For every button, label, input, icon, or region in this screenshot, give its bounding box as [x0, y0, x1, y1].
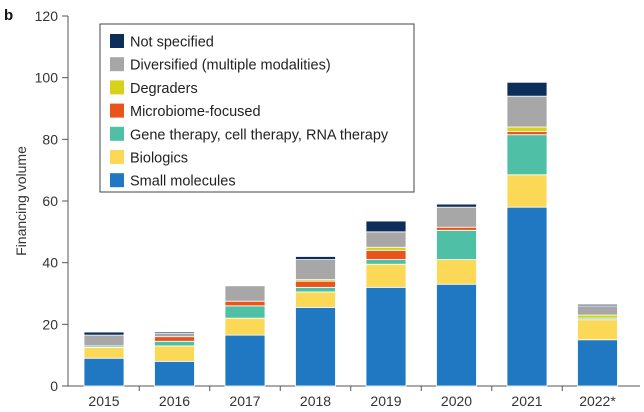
- bar-stack-2020: [436, 203, 477, 387]
- bar-segment: [506, 206, 548, 387]
- x-tick-label: 2022*: [579, 393, 616, 409]
- bar-segment: [83, 334, 125, 347]
- bar-segment: [436, 206, 477, 228]
- legend-label: Biologics: [130, 151, 188, 167]
- bar-segment: [365, 246, 407, 251]
- bar-segment: [365, 220, 407, 233]
- legend: Not specified Diversified (multiple modal…: [99, 23, 415, 193]
- y-tick-label: 60: [42, 193, 58, 209]
- y-tick-label: 40: [42, 255, 58, 271]
- legend-label: Microbiome-focused: [130, 104, 261, 120]
- bar-segment: [436, 259, 477, 285]
- bar-segment: [506, 95, 548, 128]
- bar-segment: [506, 126, 548, 133]
- bar-segment: [436, 229, 477, 260]
- x-tick-label: 2020: [441, 393, 472, 409]
- bar-stack-2017: [224, 285, 266, 387]
- bar-segment: [295, 291, 336, 308]
- bar-segment: [83, 347, 125, 359]
- bar-segment: [154, 333, 195, 338]
- bar-segment: [224, 317, 266, 336]
- bar-segment: [295, 286, 336, 293]
- x-tick-label: 2016: [159, 393, 190, 409]
- bar-segment: [295, 256, 336, 260]
- bar-segment: [224, 300, 266, 307]
- bar-segment: [224, 305, 266, 319]
- bar-segment: [365, 259, 407, 265]
- bar-segment: [295, 259, 336, 281]
- y-tick-label: 80: [42, 131, 58, 147]
- legend-swatch: [110, 34, 124, 48]
- legend-swatch: [110, 57, 124, 72]
- bar-segment: [506, 81, 548, 97]
- legend-swatch: [110, 150, 124, 164]
- y-tick-label: 20: [42, 316, 58, 332]
- legend-swatch: [110, 126, 124, 141]
- y-tick-label: 100: [35, 70, 59, 86]
- x-tick-label: 2018: [300, 393, 331, 409]
- x-tick-label: 2019: [370, 393, 401, 409]
- bar-segment: [365, 231, 407, 248]
- bar-stack-2016: [154, 331, 195, 387]
- bar-segment: [365, 263, 407, 288]
- y-tick-label: 120: [35, 8, 59, 24]
- bar-segment: [224, 334, 266, 387]
- bar-segment: [506, 134, 548, 176]
- bar-segment: [577, 314, 618, 319]
- bar-segment: [154, 360, 195, 387]
- x-tick-label: 2015: [88, 393, 119, 409]
- bar-segment: [154, 331, 195, 334]
- bar-segment: [154, 345, 195, 362]
- x-tick-label: 2017: [229, 393, 260, 409]
- bar-segment: [154, 336, 195, 342]
- bar-stack-2019: [365, 220, 407, 387]
- bar-segment: [83, 331, 125, 336]
- bar-segment: [436, 226, 477, 231]
- bar-stack-2021: [506, 81, 548, 387]
- bar-segment: [436, 203, 477, 208]
- panel-label: b: [4, 7, 13, 24]
- x-axis: 2015 2016 2017 2018 2019 2020 2021 2022*: [68, 385, 640, 409]
- bar-segment: [83, 357, 125, 387]
- bar-stack-2022: [577, 303, 618, 387]
- bar-segment: [577, 303, 618, 307]
- bar-segment: [295, 306, 336, 387]
- bar-segment: [224, 285, 266, 302]
- bar-stacks: [83, 81, 618, 387]
- bar-segment: [577, 339, 618, 387]
- legend-swatch: [110, 103, 124, 118]
- bar-segment: [365, 286, 407, 387]
- legend-swatch: [110, 173, 124, 188]
- bar-segment: [577, 305, 618, 316]
- bar-stack-2018: [295, 256, 336, 387]
- legend-box: [99, 23, 415, 193]
- bar-segment: [506, 131, 548, 136]
- legend-swatch: [110, 80, 124, 95]
- bar-segment: [506, 174, 548, 208]
- bar-segment: [365, 249, 407, 260]
- x-tick-label: 2021: [511, 393, 542, 409]
- bar-segment: [295, 280, 336, 288]
- legend-label: Small molecules: [130, 174, 236, 190]
- legend-label: Degraders: [130, 81, 198, 97]
- legend-label: Not specified: [130, 35, 214, 51]
- legend-label: Gene therapy, cell therapy, RNA therapy: [130, 127, 389, 143]
- y-axis-label: Financing volume: [13, 146, 29, 256]
- bar-segment: [436, 283, 477, 387]
- bar-stack-2015: [83, 331, 125, 387]
- bar-segment: [154, 340, 195, 347]
- y-axis: 0 20 40 60 80 100 120: [35, 8, 69, 394]
- legend-label: Diversified (multiple modalities): [130, 58, 331, 74]
- y-tick-label: 0: [50, 378, 58, 394]
- bar-segment: [577, 319, 618, 341]
